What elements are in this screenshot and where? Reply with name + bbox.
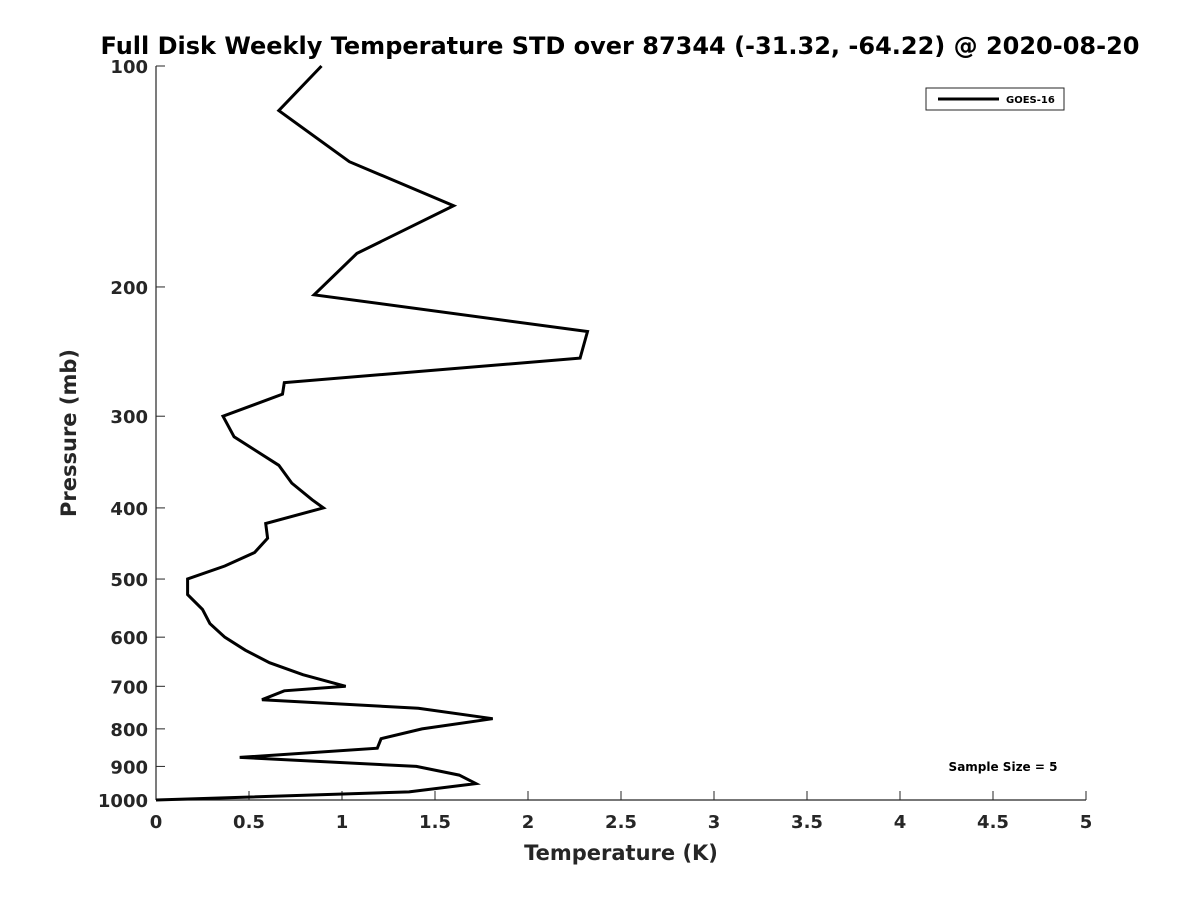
legend-label-goes16: GOES-16	[1006, 95, 1055, 106]
y-tick-label: 300	[110, 407, 148, 428]
y-tick-label: 700	[110, 677, 148, 698]
x-tick-label: 3.5	[791, 812, 823, 833]
x-tick-label: 1.5	[419, 812, 451, 833]
y-tick-label: 200	[110, 278, 148, 299]
y-ticks: 100 200 300 400 500 600 700 800 900 1000	[98, 57, 165, 812]
x-tick-label: 3	[708, 812, 721, 833]
x-tick-label: 2	[522, 812, 535, 833]
series-layer	[155, 64, 590, 802]
y-tick-label: 500	[110, 570, 148, 591]
x-axis-label: Temperature (K)	[524, 841, 718, 865]
y-tick-label: 100	[110, 57, 148, 78]
x-tick-label: 0.5	[233, 812, 265, 833]
y-tick-label: 900	[110, 757, 148, 778]
x-tick-label: 1	[336, 812, 349, 833]
x-tick-label: 4.5	[977, 812, 1009, 833]
sample-size-annotation: Sample Size = 5	[949, 760, 1058, 774]
x-ticks: 0 0.5 1 1.5 2 2.5 3 3.5 4 4.5 5	[150, 791, 1093, 833]
x-tick-label: 0	[150, 812, 163, 833]
y-axis-label: Pressure (mb)	[57, 349, 81, 517]
series-line-goes-16	[155, 64, 590, 802]
y-tick-label: 400	[110, 499, 148, 520]
x-tick-label: 5	[1080, 812, 1093, 833]
y-tick-label: 600	[110, 628, 148, 649]
x-tick-label: 2.5	[605, 812, 637, 833]
legend: GOES-16	[925, 87, 1065, 111]
x-tick-label: 4	[894, 812, 907, 833]
y-tick-label: 800	[110, 720, 148, 741]
chart-title: Full Disk Weekly Temperature STD over 87…	[101, 32, 1140, 60]
y-tick-label: 1000	[98, 791, 148, 812]
